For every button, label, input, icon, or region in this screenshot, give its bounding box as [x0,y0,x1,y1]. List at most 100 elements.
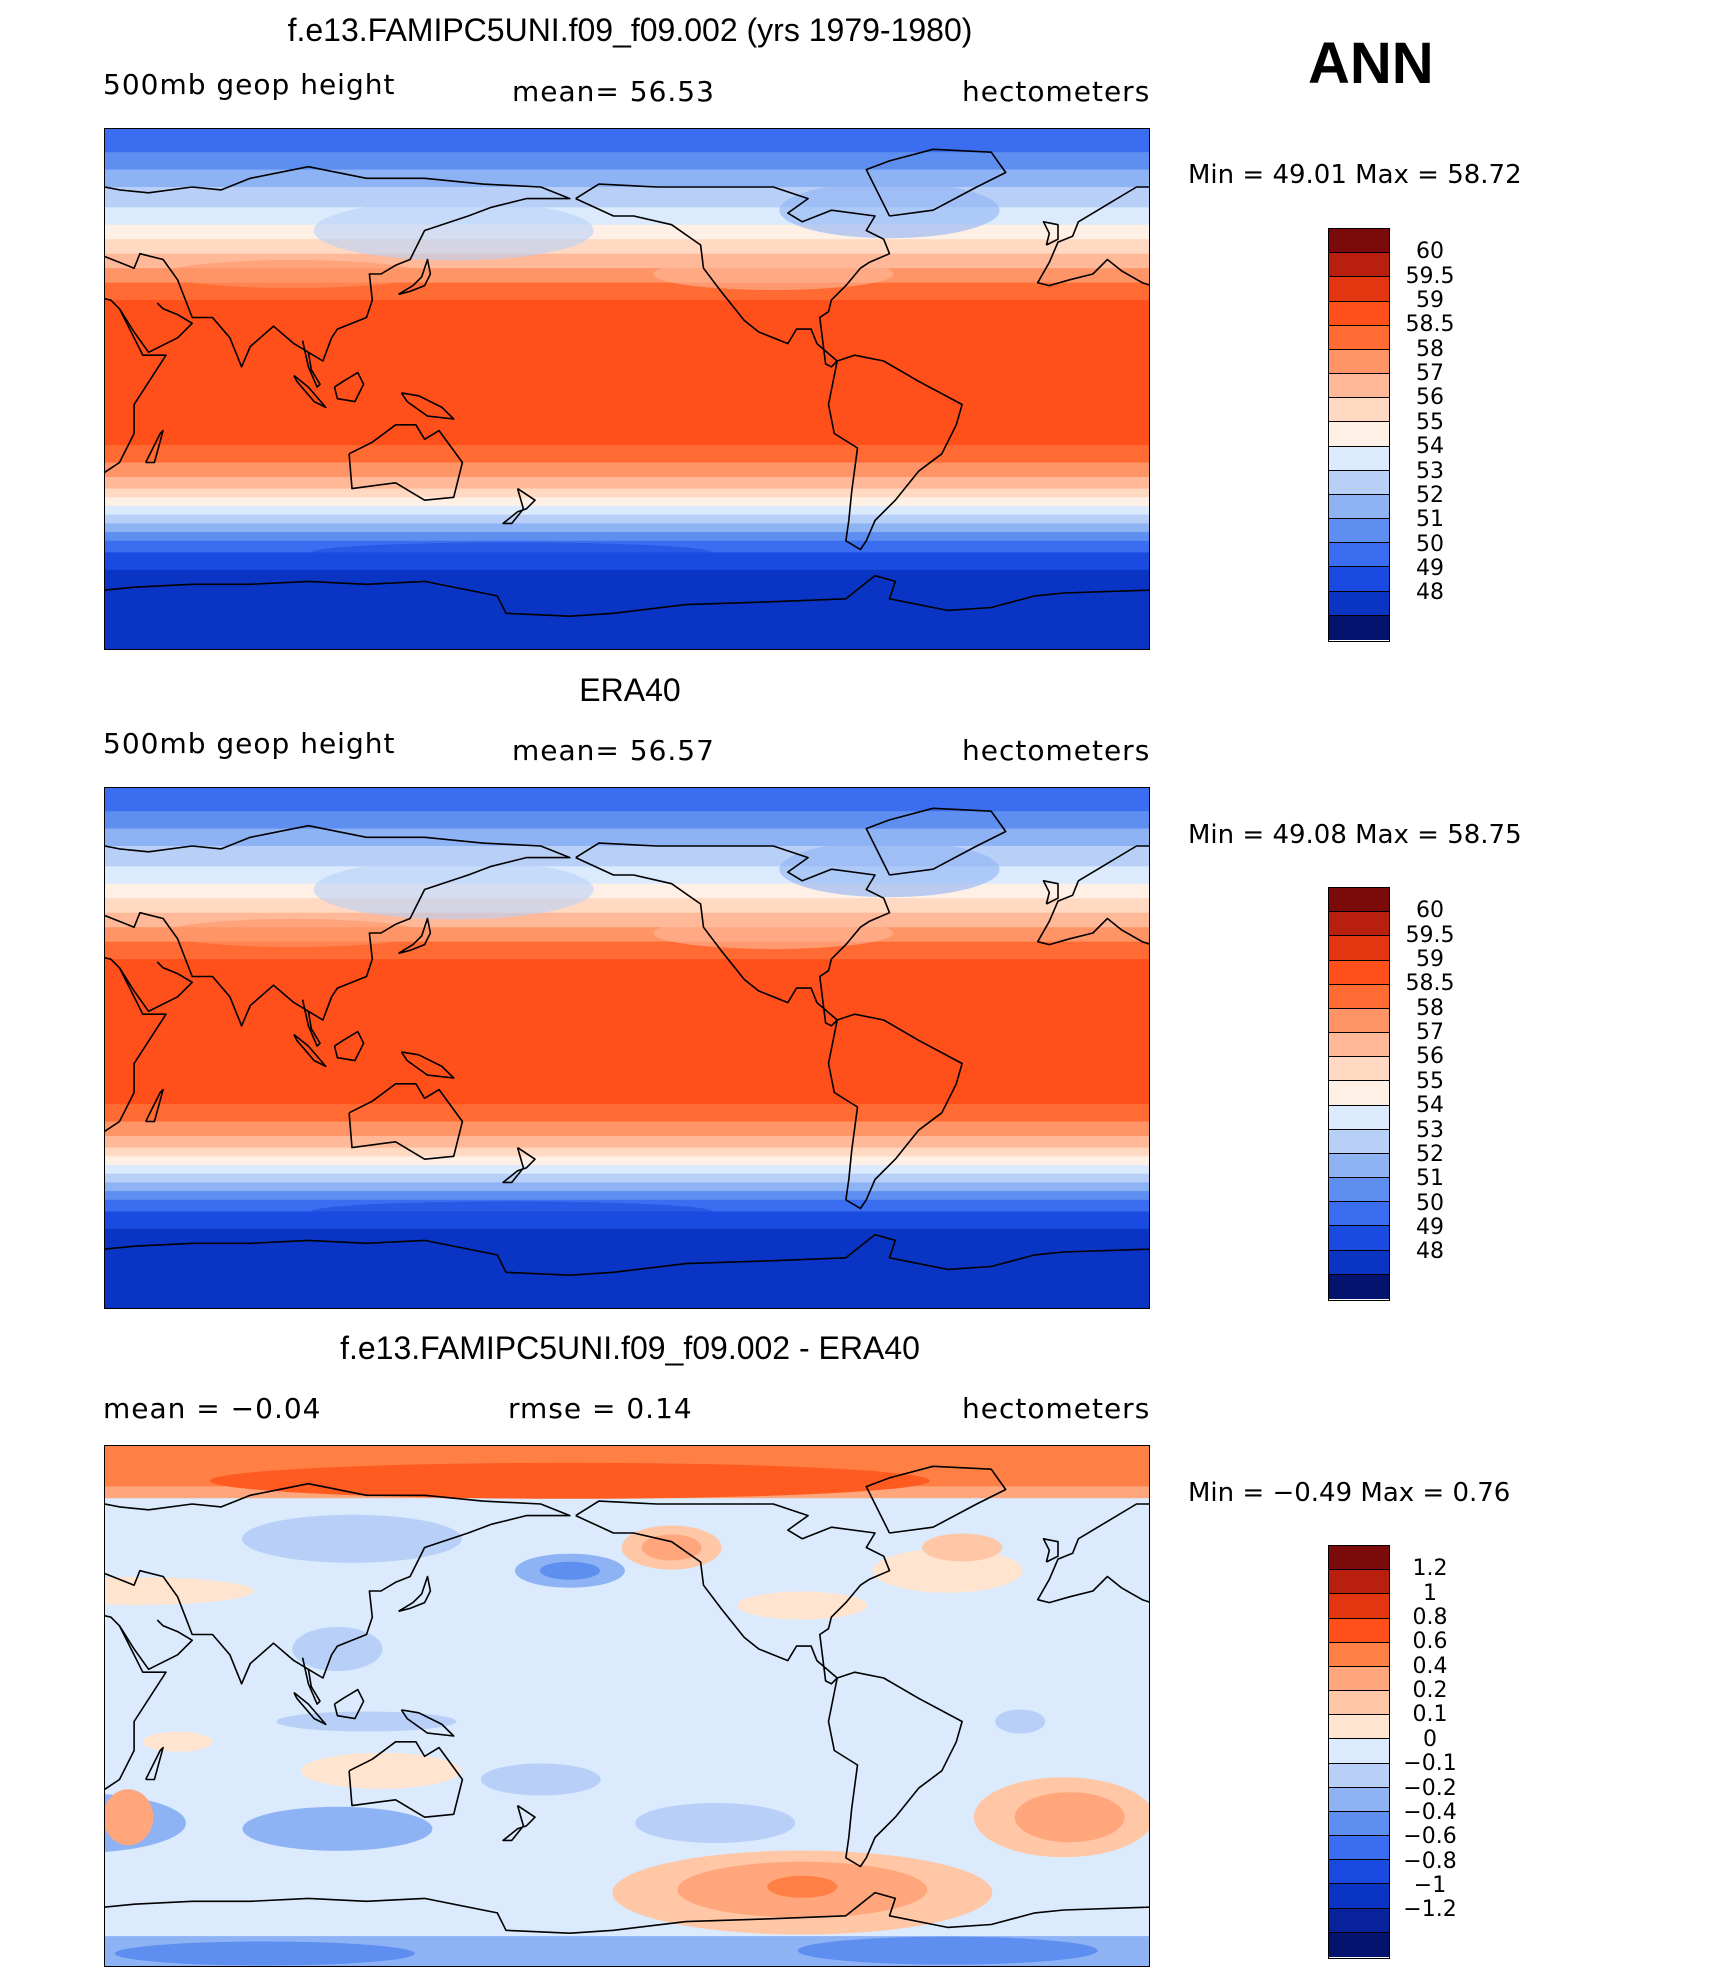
colorbar-tick-label: 58.5 [1405,312,1455,338]
panel1-title: f.e13.FAMIPC5UNI.f09_f09.002 (yrs 1979-1… [287,12,973,48]
panel2-units-label: hectometers [962,734,1151,767]
panel1-map [104,128,1150,650]
contour-band [105,1104,1149,1122]
contour-band [105,959,1149,1105]
contour-blob [209,1462,930,1499]
colorbar-box [1329,1153,1389,1179]
colorbar-box [1329,1715,1389,1740]
colorbar-tick-label: 58 [1416,995,1444,1021]
coastline [144,429,164,464]
colorbar-tick-label: −0.2 [1403,1775,1457,1801]
colorbar-tick-label: 54 [1416,1093,1444,1119]
panel2-minmax: Min = 49.08 Max = 58.75 [1188,820,1522,850]
colorbar-box [1329,1129,1389,1154]
colorbar-tick-label: 60 [1416,239,1444,265]
colorbar-tick-label: 1 [1423,1580,1437,1606]
panel2-map [104,787,1150,1309]
colorbar-box [1329,936,1389,961]
coastline [502,487,536,525]
colorbar-tick-label: 57 [1416,361,1444,387]
contour-blob [311,1201,712,1222]
coastline [333,1688,365,1720]
contour-band [105,532,1149,542]
contour-band [105,569,1149,649]
colorbar-box [1329,301,1389,326]
coastline [827,1671,963,1868]
colorbar-tick-label: 0.8 [1412,1605,1448,1631]
panel3-map [104,1445,1150,1967]
colorbar-box [1329,1642,1389,1667]
panel2-colorbar [1328,887,1390,1301]
panel1-colorbar-labels: 60 59.5 59 58.5 58 57 56 55 54 53 52 51 50 49 48 [1400,228,1520,642]
panel2-title: ERA40 [579,672,681,708]
contour-blob [301,1752,462,1789]
contour-blob [311,542,712,563]
panel3-mean-label: mean = −0.04 [103,1392,322,1425]
coastline [1042,1538,1059,1563]
coastline [293,1033,327,1068]
season-label: ANN [1308,31,1434,96]
colorbar-tick-label: 55 [1416,409,1444,435]
contour-blob [1014,1792,1125,1843]
colorbar-tick-label: 57 [1416,1020,1444,1046]
coastline [105,574,1149,617]
contour-blob [292,1627,383,1671]
colorbar-tick-label: 0 [1423,1726,1437,1752]
colorbar-box [1329,494,1389,520]
coastline [105,956,167,1133]
colorbar-tick-label: 0.4 [1412,1653,1448,1679]
coastline [400,1709,455,1737]
colorbar-box [1329,543,1389,568]
coastline [1042,221,1059,246]
coastline [575,183,891,368]
colorbar-box [1329,1618,1389,1643]
coastline [118,961,193,1013]
panel1-variable-label: 500mb geop height [103,68,396,101]
coastline [1042,880,1059,905]
coastline [301,1657,321,1705]
colorbar-box [1329,470,1389,495]
colorbar-tick-label: 55 [1416,1068,1444,1094]
panel1-map-svg [105,129,1149,649]
contour-blob [241,1514,462,1563]
colorbar-box [1329,1836,1389,1861]
colorbar-box [1329,1226,1389,1251]
coastline [333,1030,365,1062]
coastline [348,1741,464,1818]
colorbar-tick-label: 56 [1416,1044,1444,1070]
contour-band [105,811,1149,830]
colorbar-box [1329,325,1389,350]
colorbar-box [1329,349,1389,375]
panel2-map-svg [105,788,1149,1308]
colorbar-box [1329,422,1389,447]
coastline [865,1465,1007,1534]
contour-band [105,514,1149,524]
panel3-minmax: Min = −0.49 Max = 0.76 [1188,1478,1511,1508]
contour-band [105,488,1149,498]
contour-blob [995,1709,1046,1734]
colorbar-box [1329,1105,1389,1130]
contour-band [105,523,1149,533]
coastline [398,258,432,296]
colorbar-box [1329,1787,1389,1812]
contour-blob [313,200,594,261]
colorbar-tick-label: −0.6 [1403,1824,1457,1850]
contour-blob [767,1875,838,1898]
coastline [827,1013,963,1210]
colorbar-box [1329,277,1389,302]
contour-blob [797,1936,1098,1965]
colorbar-box [1329,1033,1389,1058]
contour-blob [653,258,894,290]
coastline [575,842,891,1027]
coastline [333,371,365,403]
panel3-colorbar-labels: 1.2 1 0.8 0.6 0.4 0.2 0.1 0 −0.1 −0.2 −0.4 −0.6 −0.8… [1400,1545,1520,1959]
colorbar-box [1329,912,1389,937]
colorbar-box [1329,1691,1389,1716]
coastline [105,165,571,368]
colorbar-tick-label: 56 [1416,385,1444,411]
coastline [1036,186,1149,287]
colorbar-box [1329,1274,1389,1299]
contour-blob [142,1731,213,1752]
contour-blob [105,1789,154,1846]
colorbar-tick-label: 59 [1416,947,1444,973]
